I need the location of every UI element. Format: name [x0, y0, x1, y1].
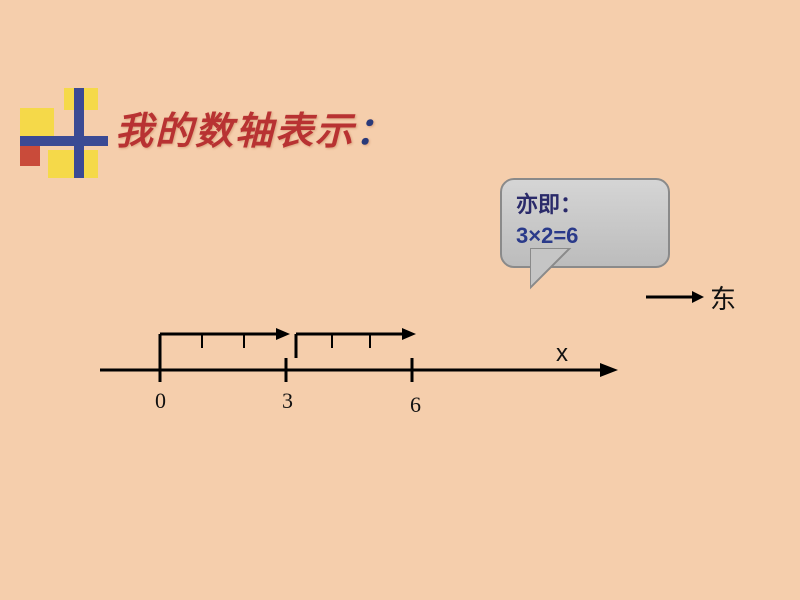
tick-label-0: 0: [155, 388, 166, 414]
east-label: 东: [710, 279, 736, 316]
callout-bubble: 亦即： 3×2=6: [500, 178, 670, 268]
callout-tail-icon: [530, 248, 590, 296]
tick-label-6: 6: [410, 392, 421, 418]
title-colon: ：: [355, 111, 395, 153]
page-title: 我的数轴表示：: [115, 100, 395, 155]
tick-label-3: 3: [282, 388, 293, 414]
number-line-diagram: [100, 310, 640, 420]
east-indicator: 东: [646, 287, 706, 312]
corner-decoration: [20, 88, 120, 168]
east-arrow-icon: [646, 287, 706, 307]
title-text: 我的数轴表示: [115, 111, 355, 153]
callout-line1: 亦即：: [516, 190, 654, 221]
